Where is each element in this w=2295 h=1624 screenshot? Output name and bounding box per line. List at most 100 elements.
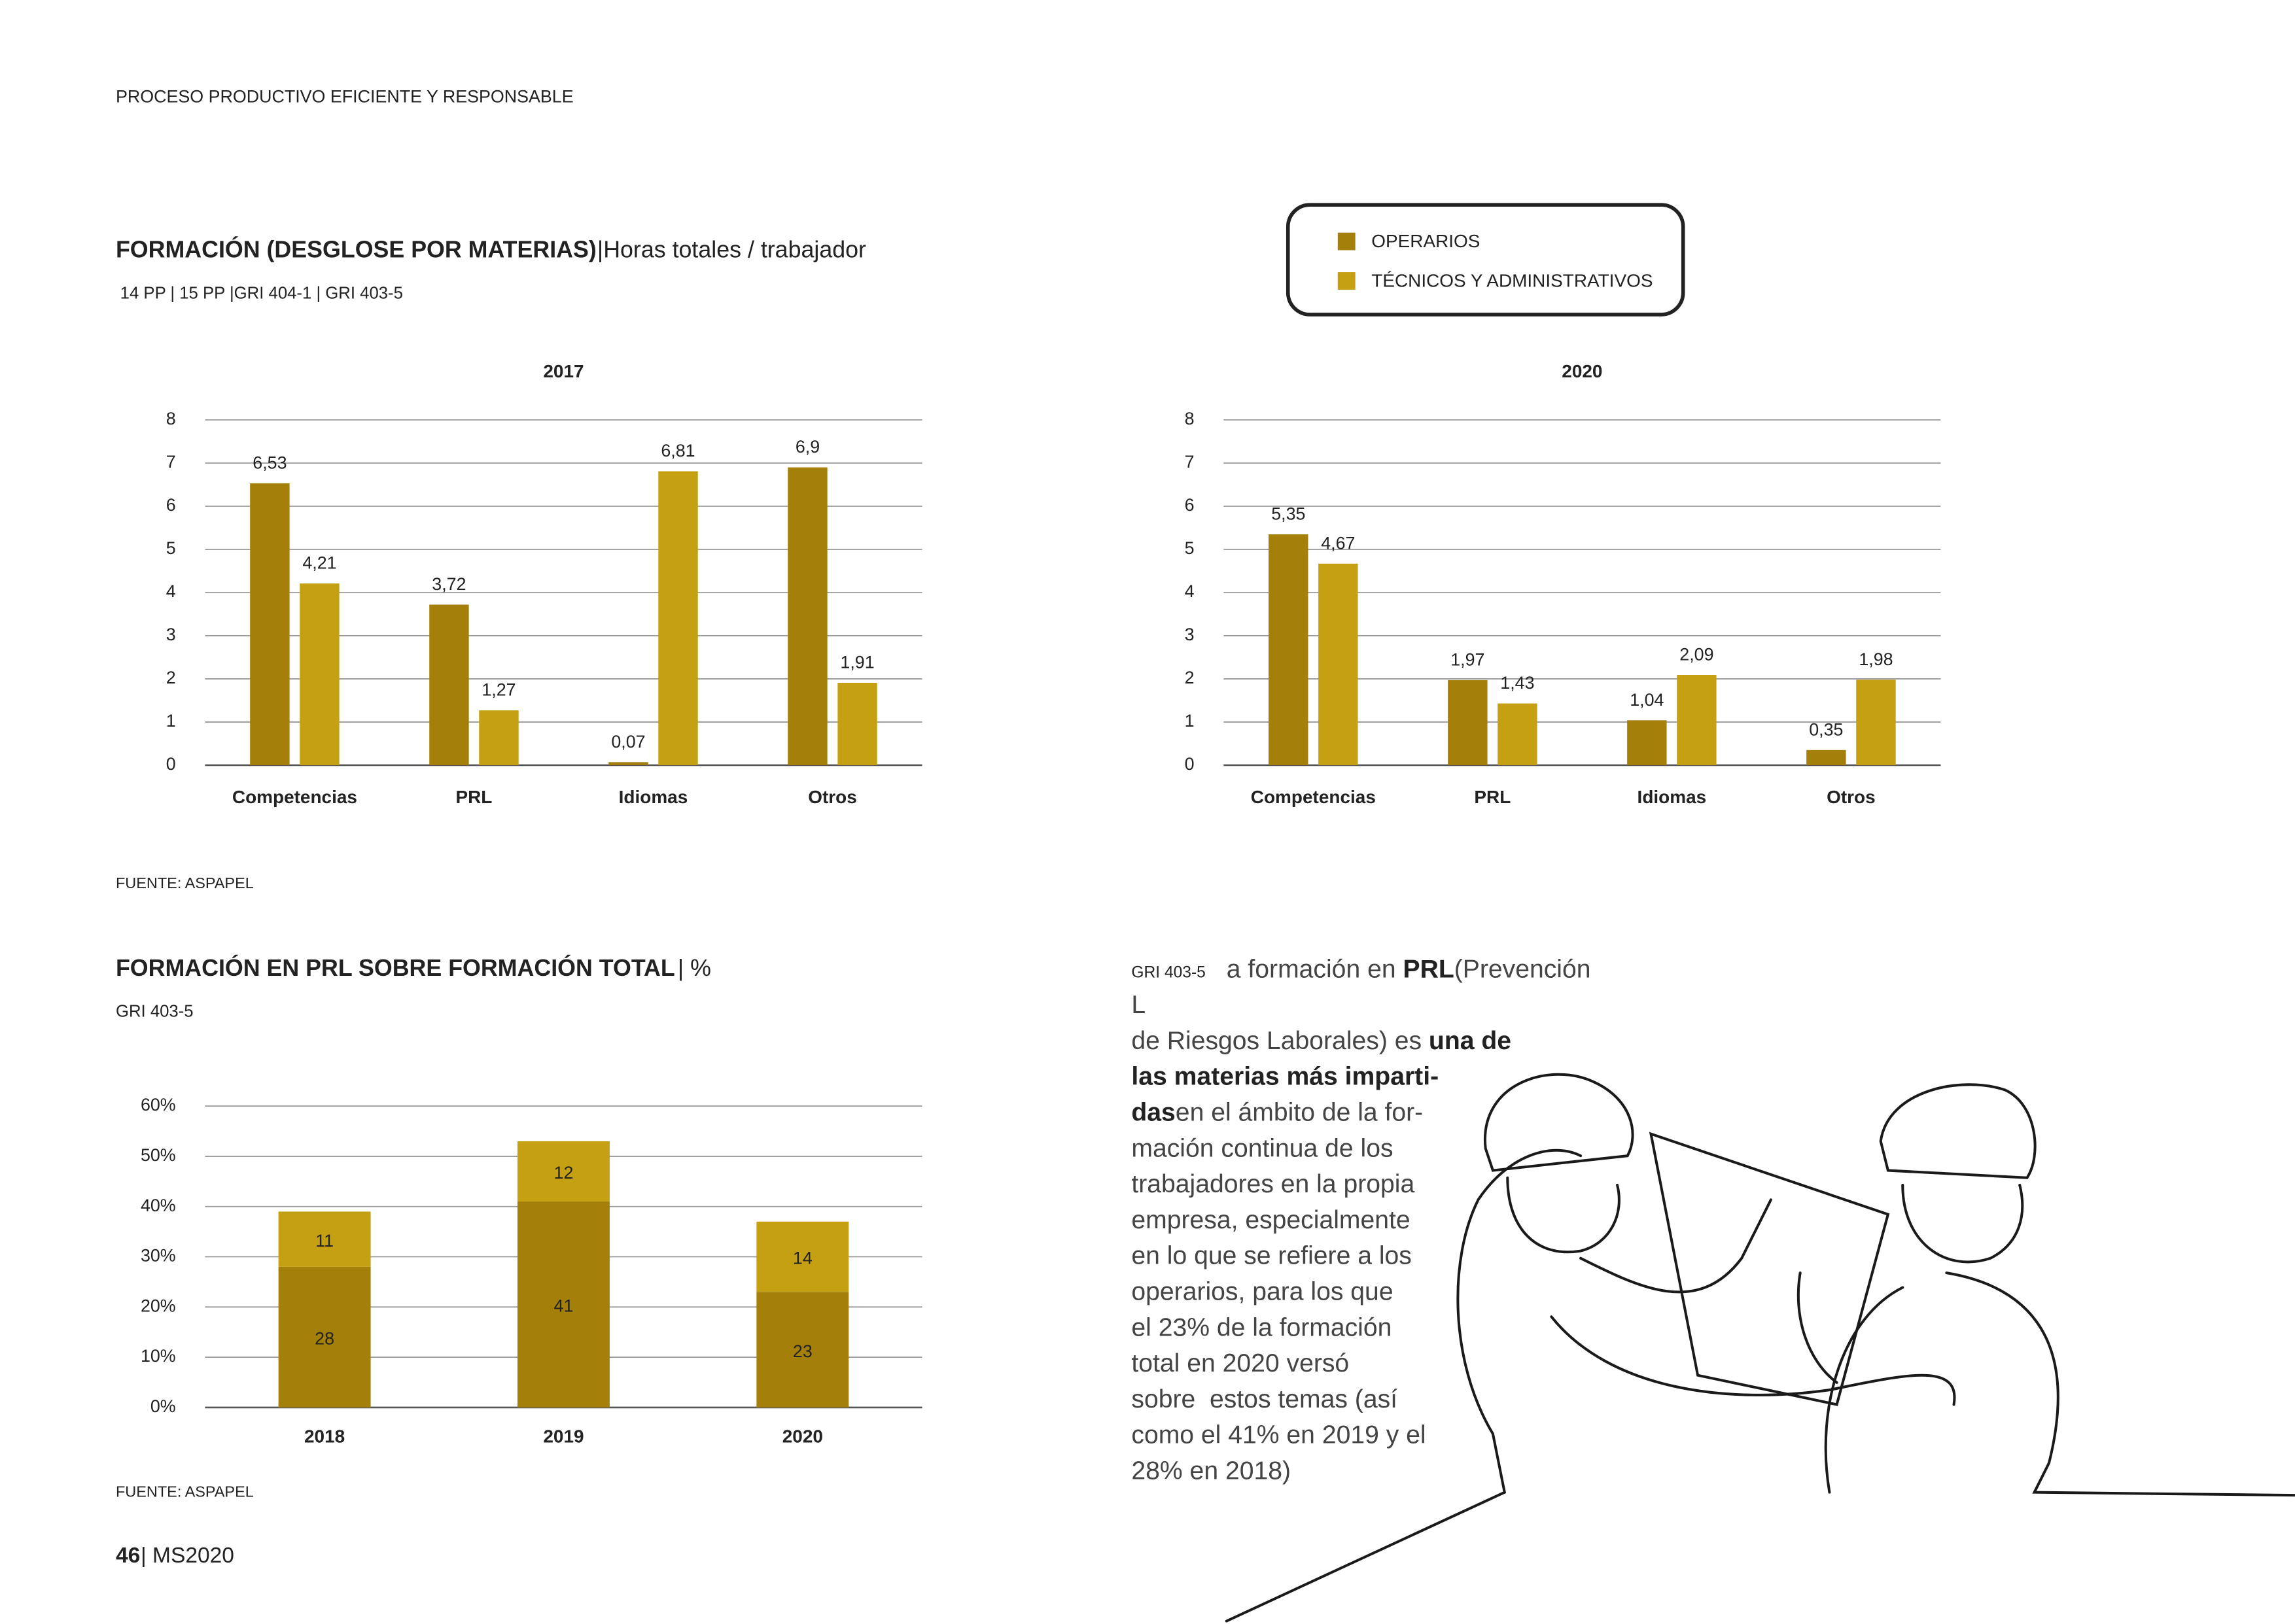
text-run: mación continua de los: [1131, 1134, 1393, 1162]
y-tick-label: 4: [1185, 581, 1195, 601]
value-label: 23: [793, 1341, 813, 1361]
drawing-arm: [1579, 1198, 1772, 1294]
value-label: 1,43: [1500, 673, 1534, 693]
value-label: 1,97: [1450, 650, 1484, 670]
paragraph: a formación en PRL(Prevención Lde Riesgos…: [1131, 955, 1590, 1485]
y-tick-label: 6: [166, 495, 176, 515]
value-label: 12: [554, 1163, 574, 1183]
page-number: 46: [116, 1544, 140, 1568]
text-run: 28% en 2018): [1131, 1457, 1291, 1485]
value-label: 6,9: [796, 437, 820, 457]
text-run: operarios, para los que: [1131, 1278, 1393, 1306]
x-tick-label: 2018: [304, 1426, 345, 1447]
value-label: 6,81: [661, 441, 695, 460]
text-run: en el ámbito de la for-: [1176, 1098, 1423, 1126]
bar: [479, 710, 519, 765]
legend-box: [1286, 203, 1685, 317]
text-run: trabajadores en la propia: [1131, 1170, 1414, 1198]
paragraph-line: 28% en 2018): [1131, 1457, 1291, 1485]
drawing-line: [1945, 1271, 2295, 1497]
bold-run: las materias más imparti-: [1131, 1063, 1439, 1091]
section-title-suffix: | %: [678, 955, 711, 981]
header: PROCESO PRODUCTIVO EFICIENTE Y RESPONSAB…: [116, 87, 574, 107]
y-tick-label: 3: [1185, 625, 1195, 644]
x-tick-label: Idiomas: [619, 787, 688, 807]
y-tick-label: 10%: [141, 1346, 176, 1366]
y-tick-label: 5: [1185, 538, 1195, 558]
bar-segment: [517, 1201, 610, 1408]
y-tick-label: 7: [166, 452, 176, 472]
y-tick-label: 0%: [150, 1396, 176, 1416]
bar: [300, 583, 340, 765]
section-title-suffix: |Horas totales / trabajador: [597, 237, 866, 263]
paragraph-line: el 23% de la formación: [1131, 1313, 1392, 1341]
y-tick-label: 40%: [141, 1196, 176, 1215]
chart-title: 2020: [1562, 361, 1602, 381]
legend-swatch: [1337, 232, 1356, 251]
bar: [1498, 703, 1537, 765]
y-tick-label: 30%: [141, 1246, 176, 1266]
section-title: FORMACIÓN EN PRL SOBRE FORMACIÓN TOTAL: [116, 955, 675, 981]
value-label: 41: [554, 1296, 574, 1316]
paragraph-line: como el 41% en 2019 y el: [1131, 1421, 1426, 1449]
text-run: el 23% de la formación: [1131, 1313, 1392, 1341]
section-title: FORMACIÓN (DESGLOSE POR MATERIAS): [116, 237, 597, 263]
legend-swatch: [1337, 272, 1356, 290]
y-tick-label: 2: [1185, 668, 1195, 687]
value-label: 4,67: [1321, 533, 1355, 553]
paragraph-line: sobre estos temas (así: [1131, 1385, 1397, 1413]
bar: [608, 762, 648, 765]
paragraph-line: las materias más imparti-: [1131, 1063, 1439, 1091]
bar: [1806, 750, 1846, 765]
bar: [1448, 680, 1488, 765]
value-label: 2,09: [1679, 645, 1713, 665]
y-tick-label: 7: [1185, 452, 1195, 472]
drawing-helmet: [1483, 1073, 1634, 1172]
drawing-line: [1225, 1149, 1583, 1623]
legend-label: TÉCNICOS Y ADMINISTRATIVOS: [1371, 270, 1653, 290]
footer-label: | MS2020: [141, 1544, 234, 1568]
illustration: [1225, 1073, 2295, 1623]
y-tick-label: 4: [166, 581, 176, 601]
x-tick-label: Otros: [1827, 787, 1876, 807]
x-tick-label: 2020: [782, 1426, 823, 1447]
bold-run: una de: [1429, 1027, 1511, 1055]
text-run: empresa, especialmente: [1131, 1206, 1410, 1234]
bar: [1677, 674, 1717, 765]
y-tick-label: 0: [1185, 754, 1195, 774]
gri-label: GRI 403-5: [1131, 963, 1205, 981]
legend-label: OPERARIOS: [1371, 231, 1480, 251]
section-subtitle: 14 PP | 15 PP |GRI 404-1 | GRI 403-5: [120, 284, 403, 302]
y-tick-label: 1: [1185, 711, 1195, 731]
x-tick-label: Competencias: [232, 787, 357, 807]
text-run: en lo que se refiere a los: [1131, 1242, 1411, 1270]
text-run: de Riesgos Laborales) es: [1131, 1027, 1429, 1055]
value-label: 5,35: [1271, 504, 1305, 524]
text-run: como el 41% en 2019 y el: [1131, 1421, 1426, 1449]
bar: [788, 467, 828, 765]
paragraph-line: operarios, para los que: [1131, 1278, 1393, 1306]
bar-segment: [756, 1292, 849, 1408]
y-tick-label: 20%: [141, 1296, 176, 1315]
y-tick-label: 0: [166, 754, 176, 774]
bar-segment: [278, 1211, 371, 1267]
y-tick-label: 60%: [141, 1095, 176, 1114]
y-tick-label: 50%: [141, 1145, 176, 1165]
drawing-arm: [1796, 1271, 1904, 1494]
y-tick-label: 8: [1185, 409, 1195, 428]
bar: [250, 483, 290, 765]
paragraph-line: a formación en PRL(Prevención: [1227, 955, 1591, 983]
drawing-face: [1901, 1183, 2024, 1264]
bold-run: PRL: [1403, 955, 1454, 983]
x-tick-label: PRL: [1474, 787, 1511, 807]
value-label: 28: [315, 1329, 334, 1349]
value-label: 1,04: [1630, 690, 1664, 710]
text-run: a formación en: [1227, 955, 1403, 983]
bar-segment: [517, 1141, 610, 1202]
bar: [1627, 720, 1667, 765]
value-label: 0,07: [611, 732, 645, 752]
text-run: (Prevención: [1454, 955, 1591, 983]
paragraph-line: de Riesgos Laborales) es una de: [1131, 1027, 1511, 1055]
paragraph-line: L: [1131, 991, 1146, 1019]
